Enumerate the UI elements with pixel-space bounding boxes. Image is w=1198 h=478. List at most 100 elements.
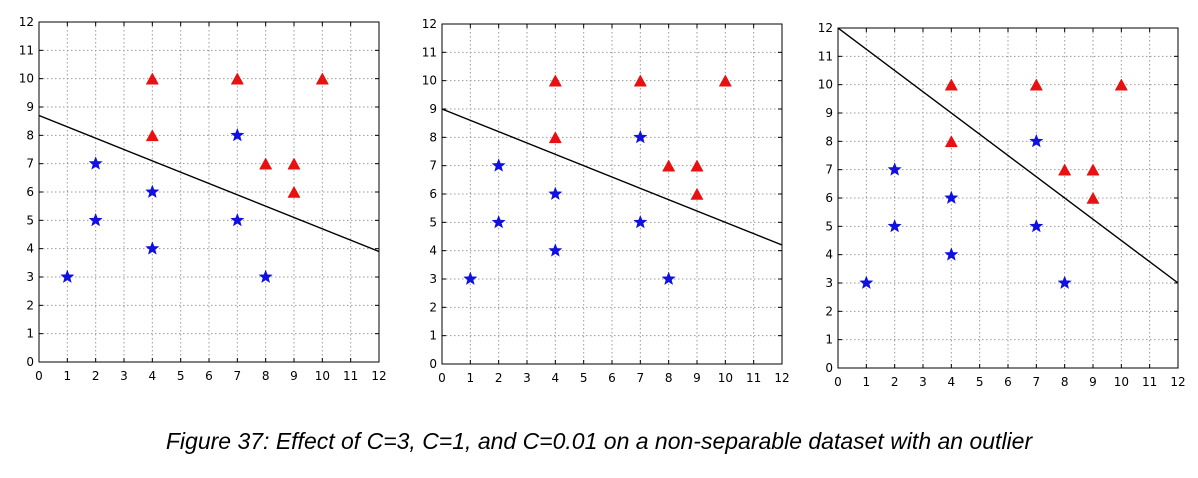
x-tick-label: 11 — [1142, 375, 1157, 389]
x-tick-label: 10 — [1114, 375, 1129, 389]
star-point — [859, 275, 874, 289]
x-tick-label: 2 — [495, 371, 503, 385]
y-tick-label: 4 — [429, 244, 437, 258]
triangle-point — [549, 74, 562, 87]
triangle-point — [287, 186, 301, 198]
y-tick-label: 0 — [26, 355, 34, 369]
y-tick-label: 11 — [422, 45, 437, 59]
star-point — [1029, 134, 1044, 148]
x-tick-label: 1 — [64, 369, 72, 383]
x-tick-label: 5 — [177, 369, 185, 383]
y-tick-label: 12 — [19, 15, 34, 29]
triangle-point — [662, 159, 675, 172]
x-tick-label: 6 — [205, 369, 213, 383]
star-point — [944, 190, 959, 204]
triangle-point — [690, 159, 704, 172]
x-tick-label: 0 — [834, 375, 842, 389]
triangle-point — [945, 78, 958, 91]
x-tick-label: 8 — [665, 371, 673, 385]
x-tick-label: 6 — [1004, 375, 1012, 389]
triangle-point — [1086, 192, 1100, 204]
star-point — [60, 269, 75, 283]
x-tick-label: 8 — [262, 369, 270, 383]
star-point — [887, 162, 902, 176]
y-tick-label: 5 — [825, 219, 833, 233]
x-tick-label: 2 — [891, 375, 899, 389]
y-tick-label: 1 — [26, 327, 34, 341]
x-tick-label: 7 — [234, 369, 242, 383]
triangle-point — [1030, 78, 1043, 91]
triangle-point — [719, 74, 732, 87]
x-tick-label: 10 — [315, 369, 330, 383]
y-tick-label: 0 — [429, 357, 437, 371]
plot-frame — [837, 27, 1179, 369]
x-tick-label: 1 — [467, 371, 475, 385]
triangle-point — [146, 72, 159, 85]
triangle-point — [690, 188, 704, 200]
star-point — [548, 243, 563, 257]
figure-caption: Figure 37: Effect of C=3, C=1, and C=0.0… — [165, 428, 1033, 454]
decision-boundary-line — [442, 108, 782, 246]
star-point — [633, 215, 648, 229]
x-tick-label: 7 — [1033, 375, 1041, 389]
y-tick-label: 10 — [19, 72, 34, 86]
triangle-point — [1086, 163, 1100, 176]
x-tick-label: 7 — [637, 371, 645, 385]
x-tick-label: 5 — [976, 375, 984, 389]
triangle-point — [231, 72, 244, 85]
star-point — [944, 247, 959, 261]
plot-frame — [441, 23, 783, 365]
star-point — [491, 215, 506, 229]
star-point — [633, 130, 648, 144]
star-point — [661, 271, 676, 285]
x-tick-label: 3 — [120, 369, 128, 383]
y-tick-label: 5 — [26, 213, 34, 227]
y-tick-label: 5 — [429, 215, 437, 229]
x-tick-label: 3 — [523, 371, 531, 385]
y-tick-label: 8 — [26, 128, 34, 142]
x-tick-label: 9 — [1089, 375, 1097, 389]
y-tick-label: 10 — [818, 78, 833, 92]
y-tick-label: 3 — [825, 276, 833, 290]
y-tick-label: 0 — [825, 361, 833, 375]
star-point — [88, 213, 103, 227]
star-point — [258, 269, 273, 283]
star-point — [145, 241, 160, 255]
y-tick-label: 6 — [26, 185, 34, 199]
x-tick-label: 11 — [746, 371, 761, 385]
y-tick-label: 2 — [429, 300, 437, 314]
x-tick-label: 4 — [149, 369, 157, 383]
x-tick-label: 9 — [290, 369, 298, 383]
star-point — [1057, 275, 1072, 289]
triangle-point — [316, 72, 329, 85]
x-tick-label: 12 — [774, 371, 789, 385]
y-tick-label: 2 — [825, 304, 833, 318]
x-tick-label: 12 — [1170, 375, 1185, 389]
triangle-point — [1115, 78, 1128, 91]
y-tick-label: 8 — [429, 130, 437, 144]
x-tick-label: 2 — [92, 369, 100, 383]
star-point — [887, 219, 902, 233]
y-tick-label: 10 — [422, 74, 437, 88]
triangle-point — [259, 157, 272, 170]
x-tick-label: 4 — [948, 375, 956, 389]
x-tick-label: 0 — [438, 371, 446, 385]
star-point — [548, 186, 563, 200]
x-tick-label: 5 — [580, 371, 588, 385]
y-tick-label: 9 — [825, 106, 833, 120]
y-tick-label: 6 — [825, 191, 833, 205]
y-tick-label: 3 — [26, 270, 34, 284]
x-tick-label: 10 — [718, 371, 733, 385]
x-tick-label: 6 — [608, 371, 616, 385]
star-point — [230, 128, 245, 142]
x-tick-label: 3 — [919, 375, 927, 389]
x-tick-label: 4 — [552, 371, 560, 385]
star-point — [1029, 219, 1044, 233]
y-tick-label: 1 — [825, 333, 833, 347]
y-tick-label: 8 — [825, 134, 833, 148]
y-tick-label: 4 — [26, 242, 34, 256]
y-tick-label: 7 — [26, 157, 34, 171]
y-tick-label: 4 — [825, 248, 833, 262]
